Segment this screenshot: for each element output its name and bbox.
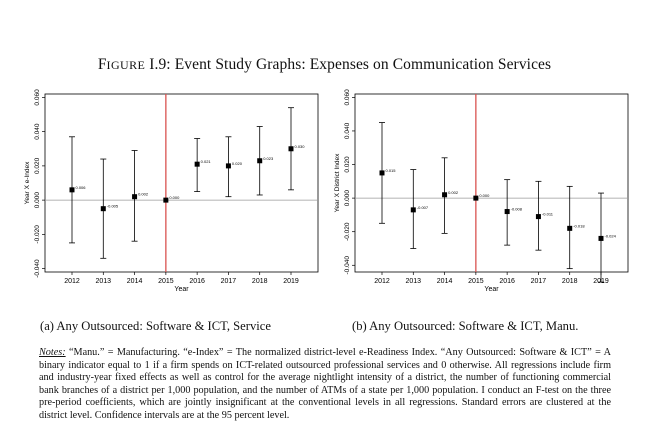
y-tick-label: 0.000 [34, 192, 41, 209]
y-tick-label: 0.020 [34, 157, 41, 174]
point-label: 0.020 [232, 161, 243, 166]
point-label: 0.006 [76, 185, 87, 190]
x-tick-label: 2018 [562, 278, 578, 285]
coefficient-point [598, 235, 604, 241]
point-label: -0.008 [511, 207, 523, 212]
point-label: 0.015 [386, 168, 397, 173]
notes-label: Notes: [39, 347, 66, 358]
y-axis-label: Year X e-Index [24, 161, 31, 205]
point-label: 0.023 [263, 156, 274, 161]
x-tick-label: 2013 [405, 278, 421, 285]
x-tick-label: 2019 [283, 278, 299, 285]
coefficient-point [194, 161, 200, 167]
point-label: 0.002 [448, 190, 459, 195]
point-label: 0.000 [479, 193, 490, 198]
y-tick-label: 0.060 [34, 89, 41, 106]
y-axis-label: Year X District Index [334, 153, 341, 212]
x-tick-label: 2013 [95, 278, 111, 285]
point-label: -0.005 [107, 204, 119, 209]
coefficient-point [132, 194, 138, 200]
point-label: 0.002 [138, 192, 149, 197]
y-tick-label: 0.040 [344, 122, 351, 139]
y-tick-label: 0.000 [344, 190, 351, 207]
point-label: -0.024 [605, 233, 617, 238]
y-tick-label: 0.040 [34, 123, 41, 140]
y-tick-label: 0.060 [344, 89, 351, 106]
coefficient-point [100, 206, 106, 212]
coefficient-point [473, 195, 479, 201]
x-tick-label: 2014 [437, 278, 453, 285]
x-axis-label: Year [174, 286, 189, 293]
coefficient-point [410, 207, 416, 213]
caption-a: (a) Any Outsourced: Software & ICT, Serv… [40, 319, 271, 333]
y-tick-label: 0.020 [344, 156, 351, 173]
y-tick-label: -0.020 [34, 225, 41, 244]
point-label: -0.011 [542, 212, 554, 217]
point-label: -0.018 [573, 223, 585, 228]
figure-title: FIGURE I.9: Event Study Graphs: Expenses… [0, 56, 649, 74]
point-label: 0.030 [295, 144, 306, 149]
x-tick-label: 2015 [158, 278, 174, 285]
coefficient-point [567, 225, 573, 231]
coefficient-point [257, 158, 263, 164]
coefficient-point [442, 192, 448, 198]
x-tick-label: 2016 [189, 278, 205, 285]
y-tick-label: -0.040 [344, 256, 351, 275]
point-label: 0.000 [169, 195, 180, 200]
coefficient-point [69, 187, 75, 193]
figure-number: I.9: [149, 56, 171, 73]
coefficient-point [163, 197, 169, 203]
coefficient-point [288, 146, 294, 152]
caption-b: (b) Any Outsourced: Software & ICT, Manu… [352, 319, 579, 333]
figure-label-initial: F [97, 56, 107, 73]
figure-label-rest: IGURE [106, 58, 146, 72]
plot-frame [354, 93, 629, 273]
x-tick-label: 2017 [221, 278, 237, 285]
coefficient-point [379, 170, 385, 176]
x-tick-label: 2015 [468, 278, 484, 285]
x-tick-label: 2016 [499, 278, 515, 285]
chart-a: -0.040 -0.020 0.000 0.020 0.040 0.060 Year X e… [24, 89, 319, 293]
coefficient-point [225, 163, 231, 169]
x-tick-label: 2012 [64, 278, 80, 285]
y-tick-label: -0.020 [344, 222, 351, 241]
x-tick-label: 2012 [374, 278, 390, 285]
chart-b: -0.040 -0.020 0.000 0.020 0.040 0.060 Year X D… [334, 89, 629, 293]
y-tick-label: -0.040 [34, 259, 41, 278]
x-axis-label: Year [484, 286, 499, 293]
notes: Notes: “Manu.” = Manufacturing. “e-Index… [39, 347, 611, 423]
coefficient-point [504, 209, 510, 215]
point-label: 0.021 [201, 159, 212, 164]
coefficient-point [535, 214, 541, 220]
point-label: -0.007 [417, 205, 429, 210]
figure-title-text: Event Study Graphs: Expenses on Communic… [174, 56, 552, 73]
x-tick-label: 2018 [252, 278, 268, 285]
plot-frame [44, 93, 319, 273]
notes-text: “Manu.” = Manufacturing. “e-Index” = The… [39, 347, 611, 421]
x-tick-label: 2017 [531, 278, 547, 285]
x-tick-label: 2014 [127, 278, 143, 285]
